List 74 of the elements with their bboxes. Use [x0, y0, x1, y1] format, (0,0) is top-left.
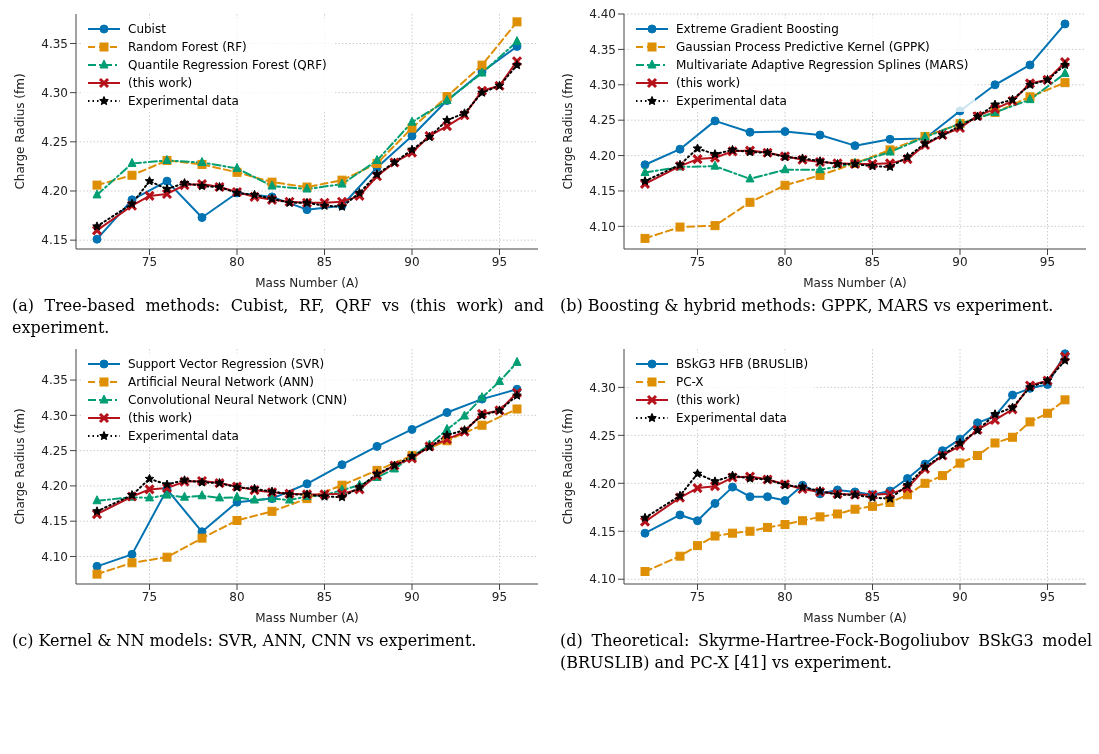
legend-label: Support Vector Regression (SVR) — [128, 356, 325, 373]
legend-label: Random Forest (RF) — [128, 39, 247, 56]
legend-label: (this work) — [128, 75, 193, 92]
legend-label: Multivariate Adaptive Regression Splines (MARS) — [676, 57, 969, 74]
legend-label: Gaussian Process Predictive Kernel (GPPK) — [676, 39, 930, 56]
legend-label: Artificial Neural Network (ANN) — [128, 374, 315, 391]
x-tick-label: 95 — [491, 254, 508, 269]
x-tick-label: 90 — [952, 589, 968, 604]
y-tick-label: 4.15 — [41, 514, 68, 529]
legend-label: Extreme Gradient Boosting — [676, 21, 839, 38]
y-tick-label: 4.15 — [589, 524, 616, 539]
y-tick-label: 4.35 — [41, 36, 68, 51]
y-tick-label: 4.30 — [41, 408, 68, 423]
y-tick-label: 4.20 — [41, 479, 68, 494]
y-tick-label: 4.30 — [589, 380, 616, 395]
x-axis-title: Mass Number (A) — [255, 611, 359, 625]
y-tick-label: 4.10 — [41, 549, 68, 564]
y-tick-label: 4.35 — [41, 373, 68, 388]
x-tick-label: 95 — [491, 589, 508, 604]
legend-label: (this work) — [676, 392, 741, 409]
x-tick-label: 85 — [864, 254, 881, 269]
x-tick-label: 75 — [689, 254, 706, 269]
y-tick-label: 4.30 — [589, 78, 616, 93]
y-tick-label: 4.20 — [41, 184, 68, 199]
x-tick-label: 75 — [141, 254, 158, 269]
legend-label: PC-X — [676, 374, 704, 391]
x-tick-label: 80 — [229, 589, 245, 604]
legend-label: Convolutional Neural Network (CNN) — [128, 392, 348, 409]
x-axis-title: Mass Number (A) — [803, 611, 907, 625]
y-tick-label: 4.40 — [589, 7, 616, 22]
legend-label: Experimental data — [128, 428, 239, 445]
x-tick-label: 95 — [1039, 589, 1056, 604]
legend-label: Quantile Regression Forest (QRF) — [128, 57, 327, 74]
legend-label: Cubist — [128, 21, 166, 38]
y-axis-title: Charge Radius (fm) — [13, 408, 28, 525]
y-tick-label: 4.25 — [589, 113, 616, 128]
y-tick-label: 4.10 — [589, 219, 616, 234]
y-tick-label: 4.25 — [589, 428, 616, 443]
x-tick-label: 75 — [689, 589, 706, 604]
y-tick-label: 4.15 — [41, 233, 68, 248]
x-axis-title: Mass Number (A) — [803, 276, 907, 290]
legend-label: Experimental data — [128, 93, 239, 110]
text: (a) Tree-based methods: Cubist, RF, QRF vs (this work) and experiment. — [11, 295, 545, 339]
legend-label: BSkG3 HFB (BRUSLIB) — [676, 356, 809, 373]
y-axis-title: Charge Radius (fm) — [561, 408, 576, 525]
x-tick-label: 85 — [316, 589, 333, 604]
y-tick-label: 4.15 — [589, 184, 616, 199]
x-tick-label: 80 — [777, 254, 793, 269]
y-tick-label: 4.35 — [589, 42, 616, 57]
y-tick-label: 4.30 — [41, 85, 68, 100]
x-tick-label: 90 — [952, 254, 968, 269]
y-tick-label: 4.20 — [589, 476, 616, 491]
y-tick-label: 4.25 — [41, 443, 68, 458]
text: (c) Kernel & NN models: SVR, ANN, CNN vs experiment. — [11, 630, 478, 652]
x-tick-label: 90 — [404, 254, 420, 269]
y-tick-label: 4.20 — [589, 148, 616, 163]
x-axis-title: Mass Number (A) — [255, 276, 359, 290]
legend-label: (this work) — [676, 75, 741, 92]
y-axis-title: Charge Radius (fm) — [13, 73, 28, 190]
legend-label: Experimental data — [676, 410, 787, 427]
x-tick-label: 95 — [1039, 254, 1056, 269]
x-tick-label: 75 — [141, 589, 158, 604]
y-tick-label: 4.25 — [41, 135, 68, 150]
x-tick-label: 80 — [777, 589, 793, 604]
text: (b) Boosting & hybrid methods: GPPK, MARS vs experiment. — [559, 295, 1055, 317]
y-tick-label: 4.10 — [589, 572, 616, 587]
legend-label: Experimental data — [676, 93, 787, 110]
legend-label: (this work) — [128, 410, 193, 427]
x-tick-label: 90 — [404, 589, 420, 604]
text: (d) Theoretical: Skyrme-Hartree-Fock-Bogoliubov BSkG3 model (BRUSLIB) and PC-X [41] vs experiment. — [559, 630, 1093, 674]
y-axis-title: Charge Radius (fm) — [561, 73, 576, 190]
x-tick-label: 85 — [316, 254, 333, 269]
x-tick-label: 80 — [229, 254, 245, 269]
x-tick-label: 85 — [864, 589, 881, 604]
